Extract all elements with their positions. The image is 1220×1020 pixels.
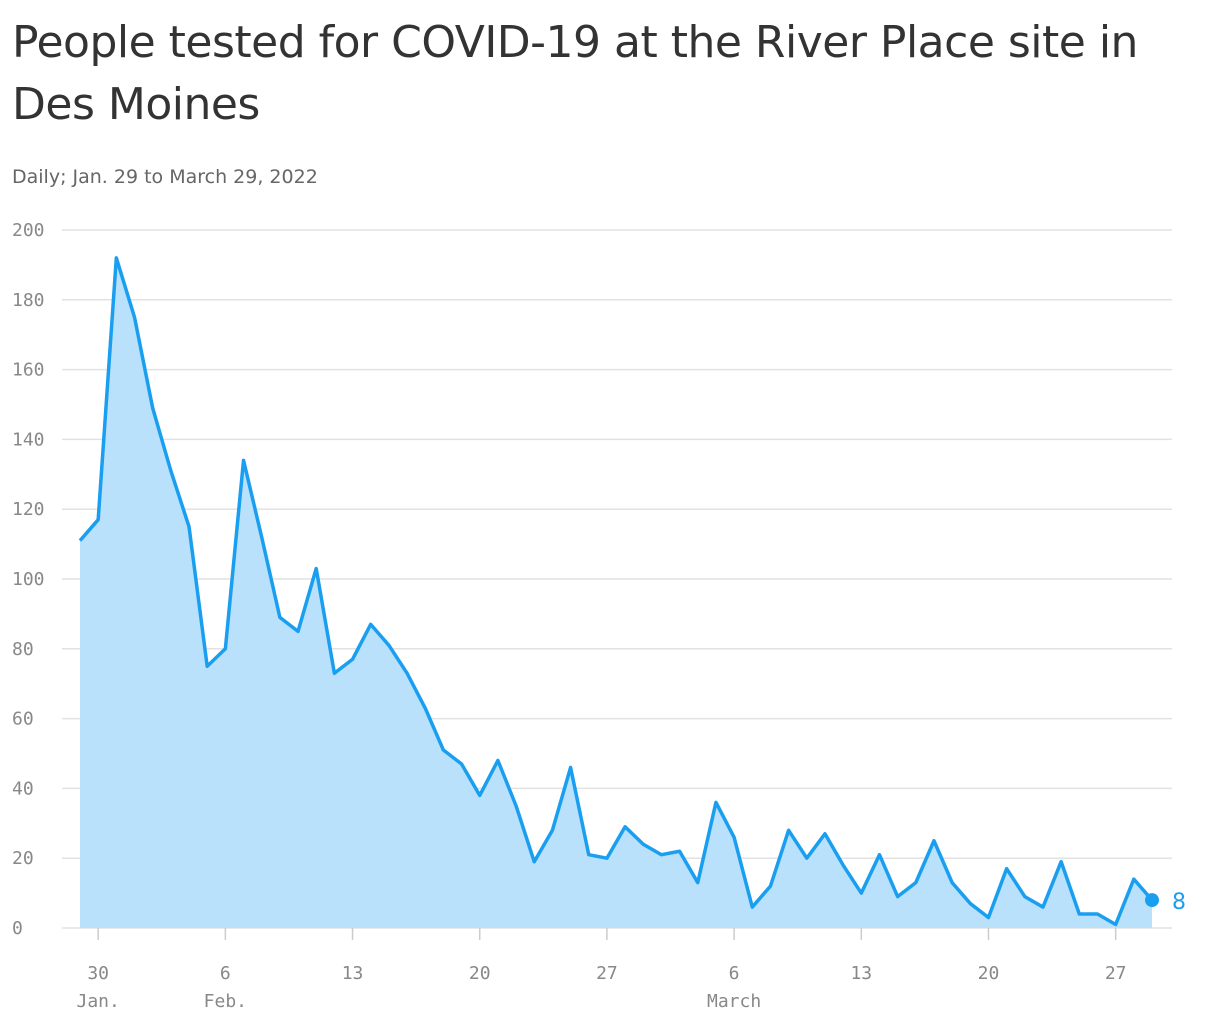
y-tick-label: 80	[12, 639, 34, 660]
end-point-marker	[1145, 893, 1159, 908]
series-line	[78, 256, 1154, 927]
area-fill	[80, 257, 1152, 928]
x-tick-month-label: March	[707, 991, 761, 1012]
x-tick-label: 6	[729, 963, 740, 984]
x-tick-label: 30	[87, 963, 109, 984]
x-tick-label: 27	[596, 963, 618, 984]
x-tick-label: 20	[469, 963, 491, 984]
x-tick-month-label: Feb.	[204, 991, 247, 1012]
y-tick-label: 200	[12, 220, 45, 241]
x-tick-label: 13	[342, 963, 364, 984]
chart-subtitle: Daily; Jan. 29 to March 29, 2022	[12, 166, 318, 188]
y-tick-label: 0	[12, 918, 23, 939]
x-axis-ticks: 30 Jan. 6 Feb. 13 20 27 6 March 13 20 27	[76, 928, 1127, 1012]
y-tick-label: 60	[12, 709, 34, 730]
y-tick-label: 120	[12, 499, 45, 520]
x-tick-label: 13	[850, 963, 872, 984]
x-tick-label: 27	[1105, 963, 1127, 984]
y-tick-label: 40	[12, 778, 34, 799]
end-point-label: 8	[1172, 890, 1186, 915]
chart-title: People tested for COVID-19 at the River …	[12, 17, 1138, 130]
x-tick-label: 6	[220, 963, 231, 984]
x-tick-month-label: Jan.	[76, 991, 119, 1012]
x-tick-label: 20	[978, 963, 1000, 984]
y-tick-label: 20	[12, 848, 34, 869]
y-tick-label: 160	[12, 360, 45, 381]
y-tick-label: 180	[12, 290, 45, 311]
y-axis-ticks: 0 20 40 60 80 100 120 140 160 180 200	[12, 220, 45, 939]
y-tick-label: 100	[12, 569, 45, 590]
y-tick-label: 140	[12, 429, 45, 450]
